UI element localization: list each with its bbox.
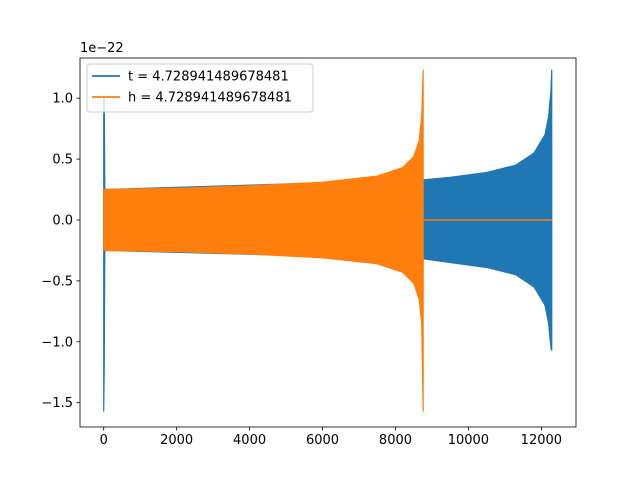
y-tick-label-5: 1.0 — [52, 92, 73, 107]
plot-area — [103, 69, 553, 412]
y-tick-label-2: −0.5 — [41, 274, 73, 289]
x-axis: 0 2000 4000 6000 8000 10000 12000 — [100, 427, 562, 448]
y-axis: −1.5 −1.0 −0.5 0.0 0.5 1.0 — [41, 92, 80, 411]
x-tick-label-5: 10000 — [448, 433, 489, 448]
x-tick-label-6: 12000 — [521, 433, 562, 448]
x-tick-label-4: 8000 — [379, 433, 412, 448]
y-offset-label: 1e−22 — [80, 41, 124, 56]
y-tick-label-3: 0.0 — [52, 213, 73, 228]
x-tick-label-0: 0 — [100, 433, 108, 448]
legend-box — [86, 63, 314, 113]
y-tick-label-4: 0.5 — [52, 153, 73, 168]
x-tick-label-3: 6000 — [306, 433, 339, 448]
x-tick-label-1: 2000 — [160, 433, 193, 448]
axes-frame — [79, 57, 577, 428]
x-tick-label-2: 4000 — [233, 433, 266, 448]
legend-label-1: h = 4.728941489678481 — [128, 91, 292, 106]
legend: t = 4.728941489678481 h = 4.7289414896784… — [86, 63, 314, 113]
legend-label-0: t = 4.728941489678481 — [128, 70, 289, 85]
y-tick-label-0: −1.5 — [41, 396, 73, 411]
series-1-envelope — [103, 69, 424, 412]
y-tick-label-1: −1.0 — [41, 335, 73, 350]
